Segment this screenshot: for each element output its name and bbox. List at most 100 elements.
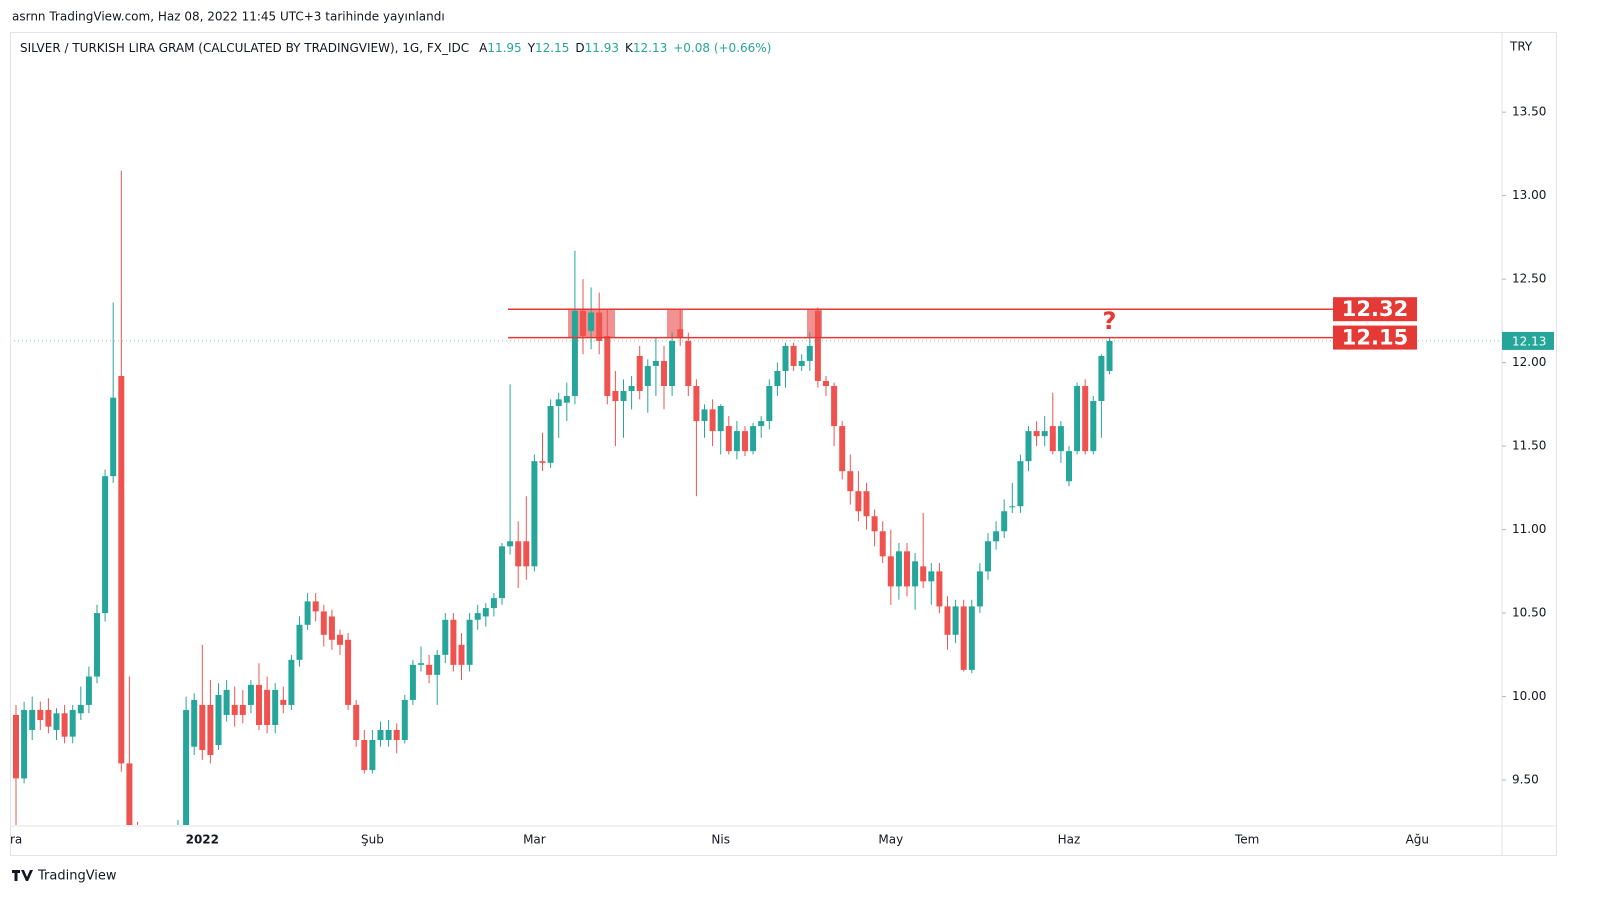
y-tick-label: 9.50 [1512,773,1539,787]
candle-body [531,461,538,567]
chart-title: SILVER / TURKISH LIRA GRAM (CALCULATED B… [20,41,469,55]
candle-body [742,431,748,452]
candle-body [644,365,651,387]
legend-change: +0.08 (+0.66%) [673,41,771,55]
candle-body [588,312,595,331]
candle-body [256,684,262,725]
candle-body [523,541,530,567]
candle-body [231,704,238,715]
candle-body [345,639,352,705]
candle-body [547,406,554,463]
candle-body [620,391,627,402]
candle-body [855,491,862,512]
candle-body [612,391,619,402]
candle-body [304,601,311,625]
candle-body [790,345,797,366]
last-price-box [1502,331,1554,350]
candle-body [863,491,870,517]
candle-body [563,396,570,403]
candle-body [280,699,287,705]
candle-body [596,312,603,341]
brand-logo: TradingView [12,869,117,884]
candle-body [353,704,360,741]
candle-body [847,471,854,492]
candle-body [13,714,19,779]
candle-body [102,476,109,614]
candle-body [766,386,773,422]
candle-body [418,663,424,665]
level-label-box [1333,297,1417,322]
currency: TRY [1509,40,1533,54]
candle-body [21,709,28,779]
candle-body [976,571,983,607]
candle-body [458,644,465,665]
legend: SILVER / TURKISH LIRA GRAM (CALCULATED B… [20,41,771,55]
candle-body [717,406,724,432]
candle-body [393,729,400,741]
legend-value: 11.93 [585,41,619,55]
candle-body [944,606,951,635]
y-tick-label: 10.00 [1512,689,1546,703]
candle-body [993,531,1000,542]
candle-body [823,380,829,387]
candle-body [709,409,716,432]
candle-body [539,461,546,463]
x-tick-label: 2022 [186,833,219,847]
candle-body [1082,386,1089,452]
candle-body [677,329,684,338]
candle-body [183,709,190,825]
candle-body [669,340,676,387]
candle-body [499,546,505,599]
legend-value: 12.13 [633,41,667,55]
candle-body [1017,461,1024,507]
candle-body [1041,431,1048,437]
candle-body [604,335,611,397]
candle-body [53,713,60,730]
candle-body [450,619,457,665]
candle-body [985,541,991,572]
y-tick-label: 13.50 [1512,105,1546,119]
candle-body [474,613,481,620]
candle-body [272,689,279,725]
candle-body [887,556,894,587]
candle-body [312,601,319,612]
annotation: ? [1103,307,1117,335]
candle-body [798,360,805,366]
candle-body [337,634,343,645]
chart-frame [10,32,1557,856]
candle-body [199,704,206,751]
candle-body [912,561,919,587]
candle-body [466,619,473,665]
candle-body [968,606,975,670]
candle-body [377,729,384,741]
candle-body [1106,340,1113,371]
candle-body [126,763,133,825]
candle-body [661,360,667,387]
candle-body [628,386,635,392]
candle-body [879,531,886,557]
level-label-box [1333,325,1417,350]
y-tick-label: 12.00 [1512,355,1546,369]
y-tick-label: 11.50 [1512,439,1546,453]
y-tick-label: 10.50 [1512,606,1546,620]
legend-value: 11.95 [487,41,521,55]
candle-body [296,624,303,660]
candle-body [580,310,586,336]
candle-body [94,613,100,677]
candle-body [45,709,52,727]
candle-body [69,709,76,737]
candle-body [750,426,757,452]
candle-body [1098,355,1105,402]
candle-body [1025,431,1032,462]
candle-body [118,375,125,764]
candle-body [814,310,821,381]
candle-body [685,340,692,387]
plot-area [11,170,1501,825]
candle-body [207,704,214,756]
candle-body [239,704,246,715]
y-tick-label: 12.50 [1512,272,1546,286]
candle-body [758,421,765,427]
candle-body [409,664,416,700]
candle-body [936,571,943,607]
candle-body [515,541,522,567]
